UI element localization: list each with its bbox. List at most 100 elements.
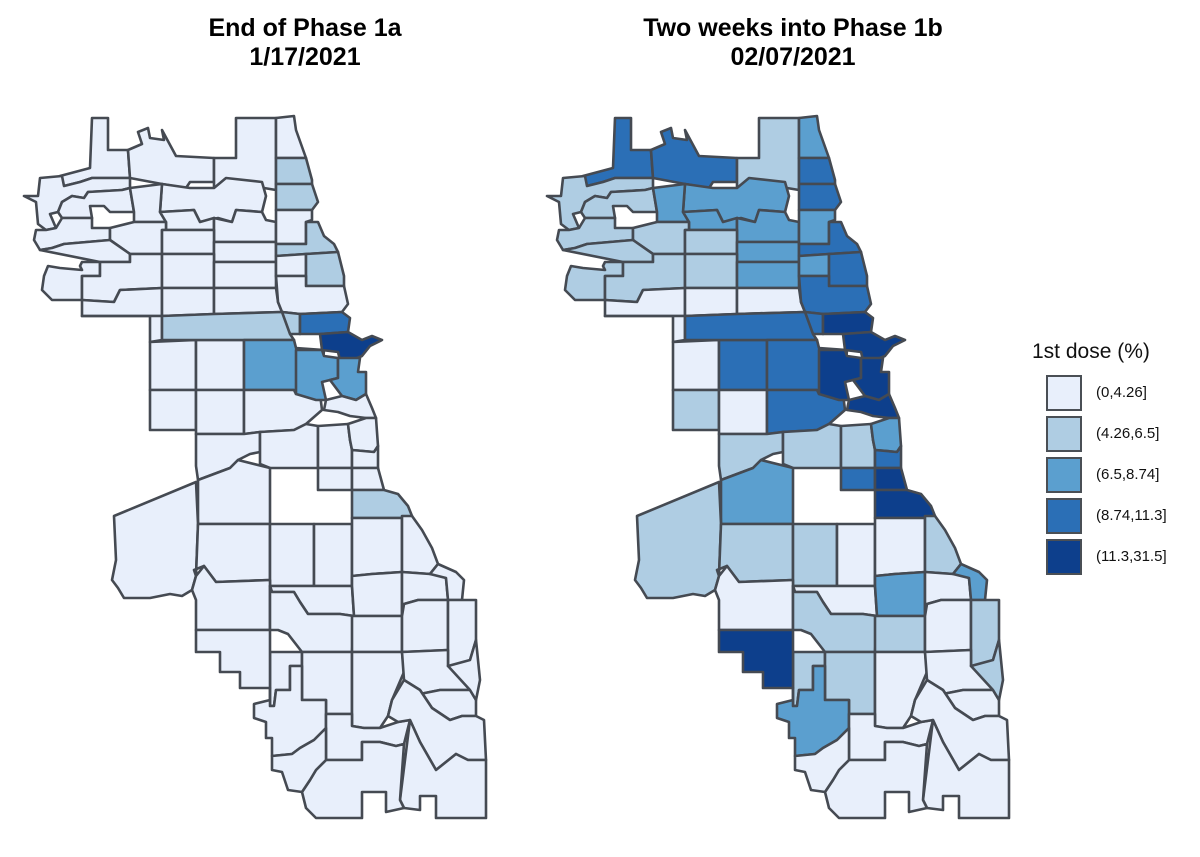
legend-item: (4.26,6.5] bbox=[1030, 413, 1200, 454]
legend-item: (6.5,8.74] bbox=[1030, 454, 1200, 495]
legend-swatch bbox=[1046, 497, 1082, 534]
panel-title-line1: End of Phase 1a bbox=[208, 14, 402, 42]
region-greater-grand-crossing bbox=[923, 598, 973, 654]
region-south-lawndale bbox=[717, 388, 769, 436]
region-mckinley-park bbox=[346, 416, 380, 454]
panel-title-line1: Two weeks into Phase 1b bbox=[643, 14, 943, 42]
region-east-garfield bbox=[194, 338, 246, 392]
region-mckinley-park bbox=[869, 416, 903, 454]
region-lincoln-park bbox=[797, 274, 873, 316]
legend-swatch bbox=[1046, 538, 1082, 575]
region-loop bbox=[841, 330, 907, 362]
region-west-garfield bbox=[148, 338, 198, 392]
region-rogers-park bbox=[274, 114, 308, 160]
region-austin-s bbox=[80, 314, 164, 344]
region-chicago-lawn bbox=[312, 522, 354, 588]
region-mount-greenwood bbox=[194, 628, 272, 690]
legend-label: (4.26,6.5] bbox=[1096, 425, 1160, 442]
legend-title: 1st dose (%) bbox=[1032, 340, 1150, 363]
legend-label: (6.5,8.74] bbox=[1096, 466, 1160, 483]
region-washington-park bbox=[350, 570, 404, 618]
region-north-center bbox=[797, 252, 831, 278]
region-bridgeport bbox=[294, 348, 340, 402]
region-oakland bbox=[873, 466, 909, 492]
region-lincoln-park bbox=[274, 274, 350, 316]
region-jefferson-park bbox=[128, 182, 168, 224]
region-austin-s bbox=[603, 314, 687, 344]
region-hermosa bbox=[160, 252, 216, 290]
region-clearing bbox=[110, 480, 200, 600]
region-grand-boulevard bbox=[350, 444, 380, 470]
region-logan-square bbox=[212, 286, 284, 316]
region-lincoln-square-n bbox=[797, 156, 837, 186]
panel-title-phase-1a: End of Phase 1a 1/17/2021 bbox=[105, 14, 505, 72]
region-mount-greenwood bbox=[717, 628, 795, 690]
region-douglas bbox=[322, 392, 378, 420]
region-lincoln-square-n bbox=[274, 156, 314, 186]
region-grand-boulevard bbox=[873, 444, 903, 470]
region-woodlawn bbox=[951, 562, 989, 602]
region-west-lawn bbox=[791, 522, 839, 588]
region-archer-heights bbox=[781, 422, 843, 470]
region-hermosa bbox=[683, 252, 739, 290]
region-brighton-park bbox=[839, 422, 877, 470]
region-albany-park bbox=[212, 240, 278, 264]
panel-title-phase-1b: Two weeks into Phase 1b 02/07/2021 bbox=[583, 14, 1003, 72]
region-near-north bbox=[298, 310, 352, 336]
region-hegewisch bbox=[793, 726, 851, 794]
region-west-town bbox=[683, 310, 819, 342]
region-auburn-gresham bbox=[350, 614, 404, 654]
region-clearing bbox=[633, 480, 723, 600]
region-kenwood bbox=[350, 488, 414, 520]
region-edgewater bbox=[797, 182, 843, 212]
region-edgewater bbox=[274, 182, 320, 212]
legend-label: (8.74,11.3] bbox=[1096, 507, 1167, 524]
region-lake-view bbox=[827, 250, 869, 288]
region-bridgeport bbox=[817, 348, 863, 402]
map-phase-1b bbox=[545, 114, 1011, 820]
region-douglas bbox=[845, 392, 901, 420]
region-east-garfield bbox=[717, 338, 769, 392]
legend-swatch bbox=[1046, 374, 1082, 411]
region-logan-square bbox=[735, 286, 807, 316]
legend-item: (0,4.26] bbox=[1030, 372, 1200, 413]
region-jefferson-park bbox=[651, 182, 691, 224]
region-far-north-west bbox=[58, 116, 132, 188]
region-humboldt-park bbox=[160, 286, 216, 318]
region-far-north-west bbox=[581, 116, 655, 188]
region-irving-park bbox=[683, 228, 739, 256]
legend-item: (11.3,31.5] bbox=[1030, 536, 1200, 577]
legend-label: (11.3,31.5] bbox=[1096, 548, 1167, 565]
region-kenwood bbox=[873, 488, 937, 520]
region-lake-view bbox=[304, 250, 346, 288]
region-north-lawndale bbox=[671, 388, 721, 432]
region-albany-park bbox=[735, 240, 801, 264]
legend-swatch bbox=[1046, 415, 1082, 452]
region-hegewisch bbox=[270, 726, 328, 794]
region-south-lawndale bbox=[194, 388, 246, 436]
map-phase-1a bbox=[22, 114, 488, 820]
region-woodlawn bbox=[428, 562, 466, 602]
region-oakland bbox=[350, 466, 386, 492]
region-north-lawndale bbox=[148, 388, 198, 432]
region-east-side bbox=[921, 718, 1011, 820]
region-fuller-park bbox=[316, 466, 354, 492]
region-west-lawn bbox=[268, 522, 316, 588]
legend-item: (8.74,11.3] bbox=[1030, 495, 1200, 536]
region-auburn-gresham bbox=[873, 614, 927, 654]
region-calumet-heights bbox=[446, 638, 482, 702]
region-avondale bbox=[212, 260, 278, 290]
region-calumet-heights bbox=[969, 638, 1005, 702]
region-archer-heights bbox=[258, 422, 320, 470]
panel-title-line2: 02/07/2021 bbox=[730, 43, 856, 71]
region-washington-park bbox=[873, 570, 927, 618]
region-ashburn bbox=[268, 584, 356, 654]
region-rogers-park bbox=[797, 114, 831, 160]
region-irving-park bbox=[160, 228, 216, 256]
region-hyde-park bbox=[923, 514, 963, 576]
legend: 1st dose (%) (0,4.26] (4.26,6.5] (6.5,8.… bbox=[1030, 340, 1200, 577]
region-loop bbox=[318, 330, 384, 362]
region-chicago-lawn bbox=[835, 522, 877, 588]
legend-label: (0,4.26] bbox=[1096, 384, 1147, 401]
